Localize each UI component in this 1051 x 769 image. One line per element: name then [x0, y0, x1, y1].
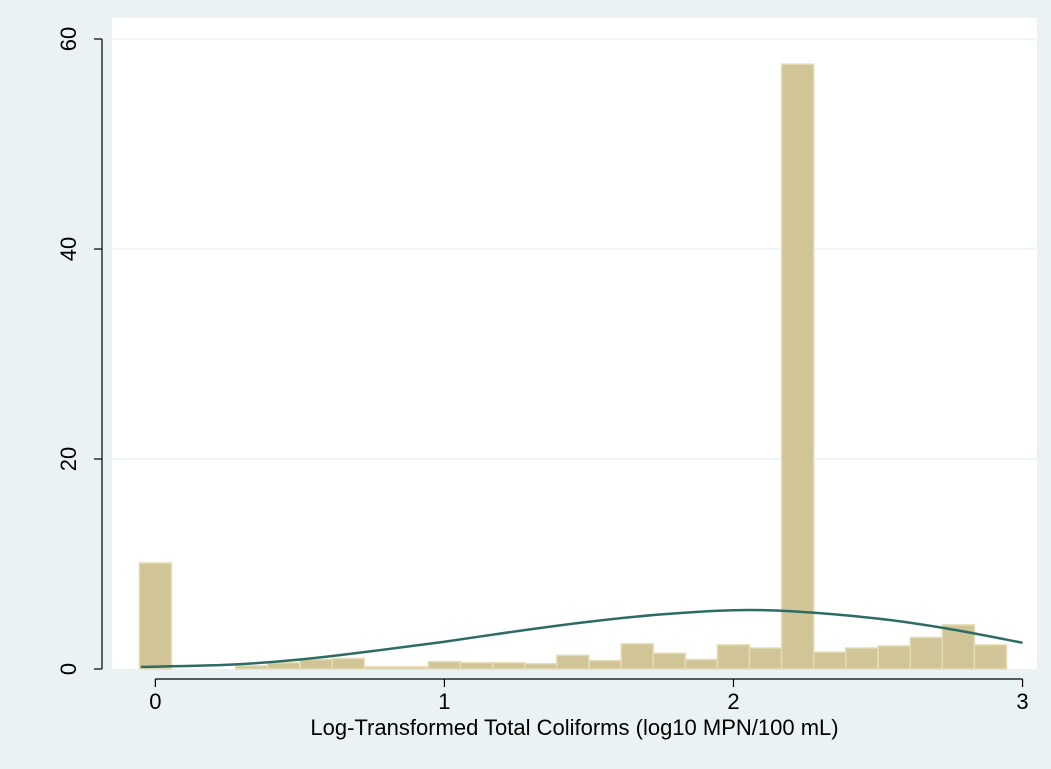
histogram-bar [748, 647, 783, 670]
histogram-bar [331, 657, 365, 670]
y-axis-ticks: 0 20 40 60 [56, 27, 102, 675]
histogram-bar [491, 661, 526, 670]
histogram-bar [684, 658, 719, 670]
density-curve [140, 608, 1023, 669]
x-axis-title: Log-Transformed Total Coliforms (log10 M… [310, 715, 838, 740]
histogram-bar [138, 562, 173, 670]
histogram-bar [266, 661, 301, 670]
histogram-bar [459, 661, 494, 670]
y-tick-label: 0 [56, 663, 81, 675]
y-tick-label: 60 [56, 27, 81, 51]
x-tick-label: 2 [727, 689, 739, 714]
histogram-bar [588, 659, 622, 670]
x-tick-label: 0 [149, 689, 161, 714]
histogram-bar [395, 666, 430, 670]
histogram-bars [138, 63, 1008, 670]
histogram-bar [427, 660, 462, 670]
x-tick-label: 3 [1016, 689, 1028, 714]
histogram-bar [555, 654, 590, 670]
histogram-bar [877, 645, 911, 670]
histogram-bar [234, 665, 269, 670]
histogram-bar [780, 63, 815, 670]
gridlines [112, 38, 1037, 460]
plot-area [112, 18, 1037, 669]
histogram-bar [845, 647, 879, 670]
y-tick-label: 40 [56, 237, 81, 261]
histogram-bar [812, 651, 847, 670]
histogram-bar [909, 636, 944, 670]
histogram-bar [973, 644, 1008, 670]
x-tick-label: 1 [438, 689, 450, 714]
y-tick-label: 20 [56, 447, 81, 471]
x-axis-ticks: 0 1 2 3 [149, 679, 1029, 714]
axes [101, 39, 1023, 680]
histogram-bar [620, 643, 655, 670]
histogram-bar [523, 663, 558, 670]
histogram-bar [363, 666, 398, 670]
histogram-bar [652, 652, 687, 670]
histogram-bar [299, 658, 333, 670]
histogram-bar [716, 644, 751, 670]
